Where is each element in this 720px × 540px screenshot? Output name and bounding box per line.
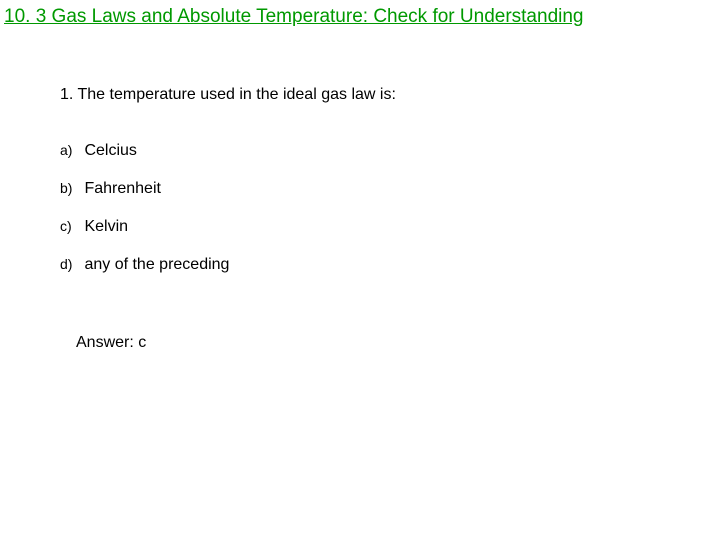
option-label: c) xyxy=(60,218,80,234)
section-title: 10. 3 Gas Laws and Absolute Temperature:… xyxy=(4,6,584,28)
slide: 10. 3 Gas Laws and Absolute Temperature:… xyxy=(0,0,720,540)
options-list: a) Celcius b) Fahrenheit c) Kelvin d) an… xyxy=(60,142,229,294)
option-text: any of the preceding xyxy=(84,256,229,273)
option-c: c) Kelvin xyxy=(60,218,229,236)
option-text: Fahrenheit xyxy=(84,180,161,197)
option-a: a) Celcius xyxy=(60,142,229,160)
option-text: Kelvin xyxy=(84,218,128,235)
option-label: a) xyxy=(60,142,80,158)
answer-text: Answer: c xyxy=(76,334,146,352)
question-text: 1. The temperature used in the ideal gas… xyxy=(60,86,396,104)
option-text: Celcius xyxy=(84,142,136,159)
option-b: b) Fahrenheit xyxy=(60,180,229,198)
option-label: b) xyxy=(60,180,80,196)
option-d: d) any of the preceding xyxy=(60,256,229,274)
option-label: d) xyxy=(60,256,80,272)
